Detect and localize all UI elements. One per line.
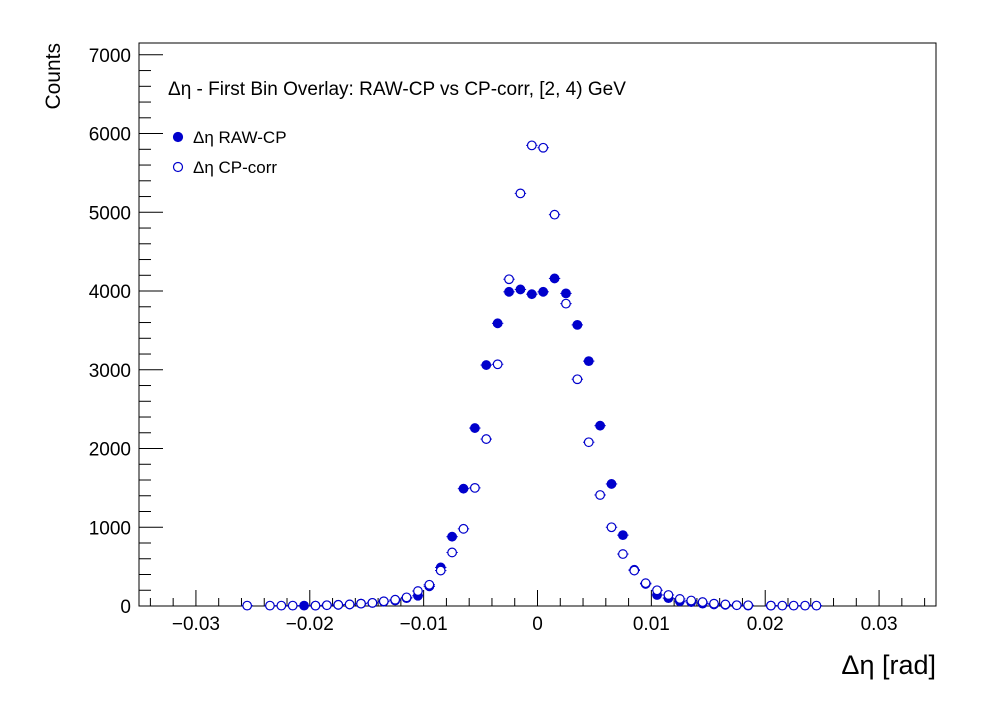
legend-label-raw-cp: Δη RAW-CP <box>193 128 287 147</box>
y-tick-label: 5000 <box>89 203 131 224</box>
x-tick-label: 0.03 <box>861 614 898 635</box>
data-point <box>390 594 401 605</box>
data-point <box>299 600 309 611</box>
x-tick-label: −0.03 <box>172 614 220 635</box>
y-tick-label: 1000 <box>89 518 131 539</box>
y-axis-label: Counts <box>42 43 65 110</box>
data-point <box>743 600 754 611</box>
data-point <box>344 599 355 610</box>
data-point <box>481 360 492 370</box>
data-point <box>595 420 606 431</box>
data-point <box>287 600 298 611</box>
data-point <box>549 273 560 284</box>
y-tick-labels: 0 1000 2000 3000 4000 5000 6000 7000 <box>89 46 131 618</box>
data-point <box>458 523 469 534</box>
data-point <box>447 531 458 542</box>
series-raw-cp <box>298 273 777 611</box>
data-point <box>686 595 697 606</box>
data-point <box>766 600 776 611</box>
legend-marker-cp-corr <box>172 161 184 173</box>
data-point <box>435 565 446 576</box>
data-point <box>367 597 378 608</box>
data-point <box>595 490 606 500</box>
x-tick-label: 0 <box>532 614 543 635</box>
x-axis-label: Δη [rad] <box>841 650 936 680</box>
data-point <box>310 600 321 611</box>
data-point <box>572 374 583 385</box>
data-point <box>538 142 549 153</box>
x-tick-label: −0.02 <box>286 614 334 635</box>
data-point <box>515 188 526 199</box>
data-point <box>356 598 366 609</box>
data-point <box>526 140 537 151</box>
data-point <box>629 565 640 576</box>
data-point <box>674 594 685 604</box>
data-point <box>663 590 674 600</box>
y-tick-label: 7000 <box>89 46 131 67</box>
data-point <box>652 585 662 596</box>
data-point <box>777 600 788 611</box>
data-point <box>709 598 719 609</box>
data-point <box>492 359 503 370</box>
data-point <box>788 600 799 611</box>
data-point <box>265 600 275 611</box>
data-series <box>241 140 823 611</box>
data-point <box>424 579 435 590</box>
data-point <box>504 274 514 285</box>
x-tick-label: 0.02 <box>747 614 784 635</box>
data-point <box>800 600 810 611</box>
data-point <box>469 423 480 433</box>
data-point <box>606 522 617 533</box>
data-point <box>811 600 822 611</box>
chart-title: Δη - First Bin Overlay: RAW-CP vs CP-cor… <box>168 79 626 100</box>
data-point <box>526 289 537 300</box>
y-tick-label: 4000 <box>89 282 131 303</box>
legend-marker-raw-cp <box>172 131 184 143</box>
data-point <box>572 319 583 330</box>
legend: Δη RAW-CP Δη CP-corr <box>172 128 287 177</box>
data-point <box>617 530 628 541</box>
data-point <box>617 549 628 559</box>
x-tick-labels: −0.03 −0.02 −0.01 0 0.01 0.02 0.03 <box>172 614 898 635</box>
data-point <box>492 318 503 329</box>
data-point <box>583 356 594 367</box>
x-tick-label: −0.01 <box>400 614 448 635</box>
data-point <box>333 599 344 610</box>
data-point <box>413 586 423 596</box>
data-point <box>720 599 731 610</box>
legend-entry-raw-cp: Δη RAW-CP <box>172 128 287 147</box>
data-point <box>606 479 617 489</box>
x-tick-label: 0.01 <box>633 614 670 635</box>
data-point <box>504 286 514 297</box>
legend-label-cp-corr: Δη CP-corr <box>193 158 277 177</box>
data-point <box>276 600 287 611</box>
series-cp-corr <box>241 140 823 611</box>
y-tick-label: 3000 <box>89 361 131 382</box>
data-point <box>469 482 480 493</box>
data-point <box>549 209 560 220</box>
data-point <box>378 596 389 607</box>
data-point <box>640 578 651 589</box>
y-tick-label: 2000 <box>89 440 131 461</box>
legend-entry-cp-corr: Δη CP-corr <box>172 158 277 177</box>
data-point <box>321 600 332 611</box>
data-point <box>515 284 526 295</box>
y-tick-label: 0 <box>120 597 131 618</box>
data-point <box>447 547 458 558</box>
y-tick-label: 6000 <box>89 125 131 146</box>
data-point <box>561 288 571 299</box>
data-point <box>401 592 412 603</box>
axis-ticks <box>139 54 926 607</box>
data-point <box>458 483 469 494</box>
data-point <box>697 597 708 607</box>
data-point <box>583 437 594 448</box>
data-point <box>731 600 742 611</box>
data-point <box>242 600 253 611</box>
data-point <box>481 434 492 444</box>
data-point <box>538 286 549 297</box>
data-point <box>561 298 571 309</box>
